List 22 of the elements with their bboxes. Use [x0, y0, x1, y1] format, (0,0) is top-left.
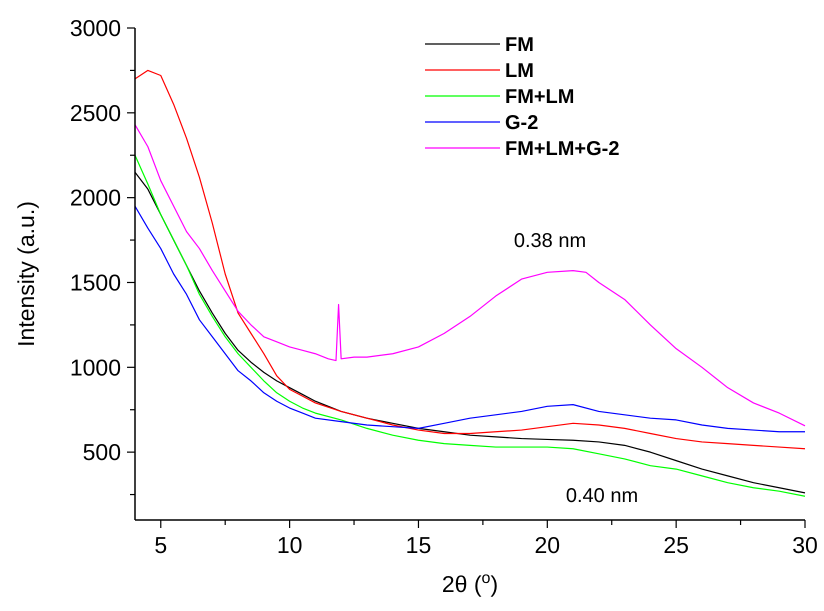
legend-label: FM+LM+G-2 — [505, 138, 620, 160]
y-tick-label: 1000 — [70, 354, 121, 380]
x-tick-label: 15 — [406, 532, 432, 558]
x-tick-label: 5 — [154, 532, 168, 558]
legend-label: LM — [505, 60, 534, 82]
y-axis-title: Intensity (a.u.) — [13, 201, 39, 347]
y-tick-label: 3000 — [70, 15, 121, 42]
legend-label: G-2 — [505, 112, 538, 134]
legend-label: FM — [505, 34, 534, 56]
y-tick-label: 2000 — [70, 184, 121, 211]
x-tick-label: 20 — [534, 532, 560, 558]
y-tick-label: 1500 — [70, 270, 121, 296]
x-axis-title: 2θ ($^{o}$) — [442, 569, 498, 597]
x-tick-label: 25 — [663, 532, 689, 558]
x-tick-label: 10 — [276, 532, 302, 558]
y-tick-label: 2500 — [70, 100, 121, 126]
annotation: 0.38 nm — [514, 230, 586, 252]
line-series — [134, 206, 806, 432]
y-tick-label: 500 — [82, 439, 121, 466]
legend-label: FM+LM — [505, 86, 574, 108]
annotation: 0.40 nm — [566, 485, 638, 507]
x-tick-label: 30 — [792, 532, 818, 558]
